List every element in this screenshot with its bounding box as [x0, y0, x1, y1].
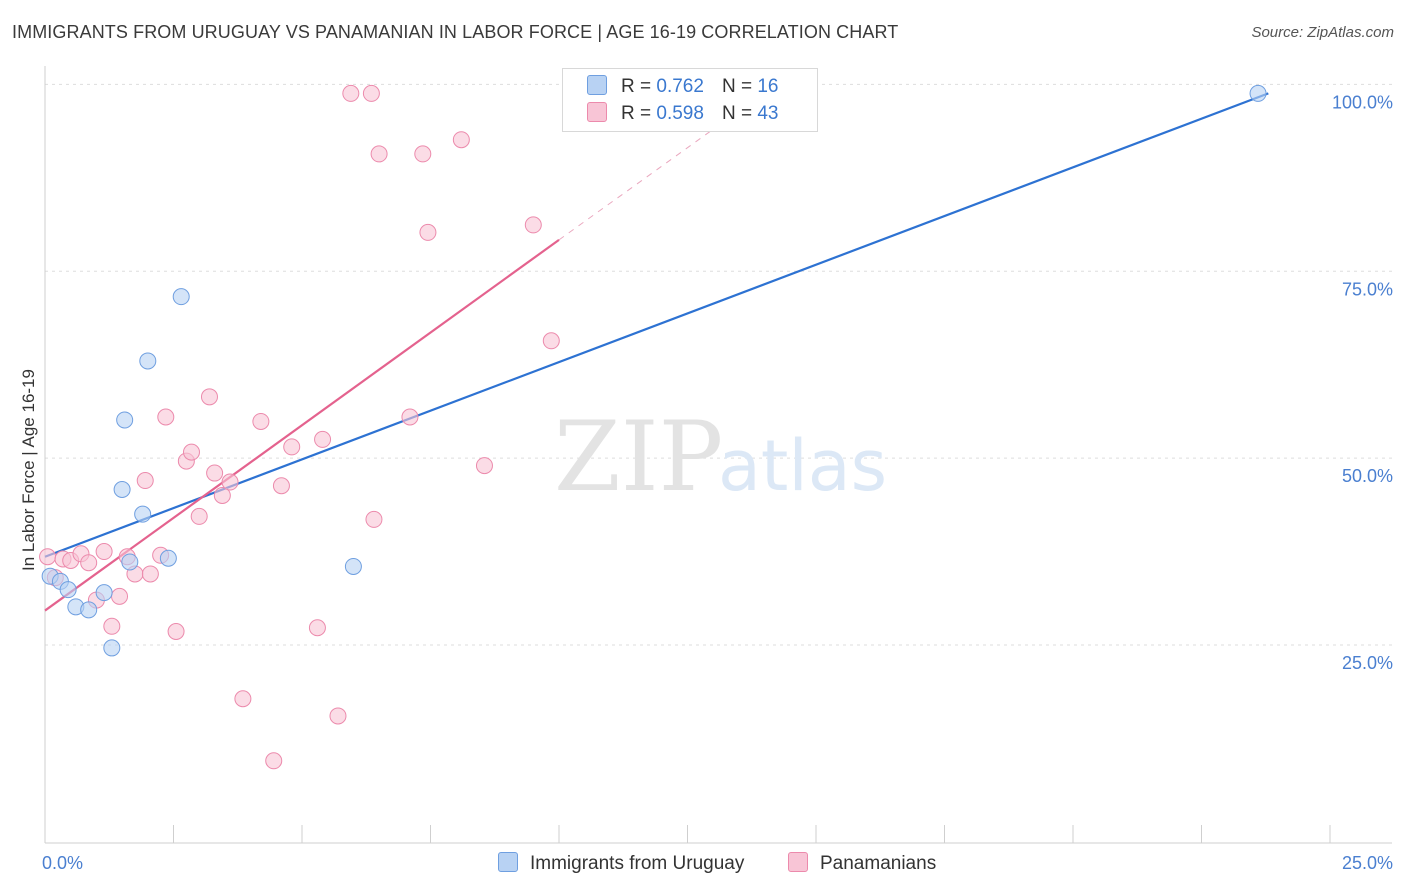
bottom-legend-panamanians: Panamanians [788, 852, 936, 875]
panamanian-point [314, 430, 332, 448]
panamanian-point [80, 554, 98, 572]
panamanian-point [475, 457, 493, 475]
legend-row-panamanians: R = 0.598 N = 43 [587, 102, 778, 126]
legend-r-label: R = [621, 103, 652, 124]
legend-swatch-blue [587, 75, 607, 95]
chart-title: IMMIGRANTS FROM URUGUAY VS PANAMANIAN IN… [12, 22, 899, 42]
legend-n-value: 43 [757, 103, 779, 124]
uruguay-point [113, 480, 131, 498]
uruguay-point [121, 553, 139, 571]
bottom-legend-swatch-pink [788, 852, 808, 872]
legend-r-value: 0.598 [656, 103, 704, 124]
legend-row-uruguay: R = 0.762 N = 16 [587, 75, 778, 99]
legend-r-label: R = [621, 76, 652, 97]
panamanian-point [329, 707, 347, 725]
panamanian-point [252, 412, 270, 430]
panamanian-point [190, 507, 208, 525]
panamanian-point [342, 84, 360, 102]
uruguay-point [103, 639, 121, 657]
panamanian-point [308, 619, 326, 637]
y-tick-label: 75.0% [1342, 279, 1393, 299]
y-axis-label: In Labor Force | Age 16-19 [19, 369, 38, 571]
panamanian-point [542, 332, 560, 350]
legend-n-value: 16 [757, 76, 779, 97]
panamanian-trend-extension [558, 128, 714, 241]
uruguay-point [134, 505, 152, 523]
panamanian-point [141, 565, 159, 583]
panamanian-point [283, 438, 301, 456]
grid [45, 83, 1392, 646]
data-points [39, 84, 1267, 770]
panamanian-point [524, 216, 542, 234]
trend-lines [44, 92, 1269, 612]
panamanian-point [111, 587, 129, 605]
panamanian-point [362, 84, 380, 102]
panamanian-point [157, 408, 175, 426]
bottom-legend-uruguay: Immigrants from Uruguay [498, 852, 744, 875]
panamanian-point [167, 622, 185, 640]
uruguay-point [172, 288, 190, 306]
panamanian-point [200, 388, 218, 406]
panamanian-point [136, 472, 154, 490]
tick-labels: 25.0% 50.0% 75.0% 100.0% 0.0% 25.0% [42, 92, 1393, 873]
legend-swatch-pink [587, 102, 607, 122]
watermark-zip: ZIP [554, 401, 723, 513]
panamanian-point [95, 543, 113, 561]
y-tick-label: 25.0% [1342, 653, 1393, 673]
legend-r-value: 0.762 [656, 76, 704, 97]
y-tick-label: 50.0% [1342, 466, 1393, 486]
panamanian-point [234, 690, 252, 708]
uruguay-point [59, 581, 77, 599]
panamanian-point [206, 464, 224, 482]
panamanian-point [272, 477, 290, 495]
panamanian-point [401, 408, 419, 426]
uruguay-point [95, 584, 113, 602]
uruguay-point [159, 549, 177, 567]
bottom-legend-label-uruguay: Immigrants from Uruguay [530, 853, 745, 874]
panamanian-point [370, 145, 388, 163]
x-tick-label: 25.0% [1342, 853, 1393, 873]
legend-n-label: N = [721, 76, 753, 97]
panamanian-point [39, 548, 57, 566]
panamanian-point [419, 223, 437, 241]
panamanian-point [414, 145, 432, 163]
legend-n-label: N = [721, 103, 753, 124]
uruguay-point [80, 601, 98, 619]
uruguay-trend-line [44, 92, 1269, 558]
panamanian-point [452, 131, 470, 149]
uruguay-point [116, 411, 134, 429]
panamanian-point [265, 752, 283, 770]
panamanian-point [213, 486, 231, 504]
bottom-legend-label-panamanians: Panamanians [820, 853, 937, 874]
uruguay-point [1249, 84, 1267, 102]
watermark-atlas: atlas [718, 425, 887, 507]
panamanian-point [221, 473, 239, 491]
axes [44, 66, 1392, 844]
panamanian-point [182, 443, 200, 461]
correlation-legend: R = 0.762 N = 16 R = 0.598 N = 43 [562, 68, 818, 132]
panamanian-point [103, 617, 121, 635]
panamanian-point [365, 510, 383, 528]
source-label: Source: ZipAtlas.com [1251, 24, 1394, 41]
uruguay-point [139, 352, 157, 370]
watermark: ZIP atlas [554, 401, 887, 513]
x-tick-label: 0.0% [42, 853, 83, 873]
panamanian-trend-line [44, 238, 560, 612]
bottom-legend-swatch-blue [498, 852, 518, 872]
uruguay-point [344, 557, 362, 575]
y-tick-label: 100.0% [1332, 92, 1393, 112]
